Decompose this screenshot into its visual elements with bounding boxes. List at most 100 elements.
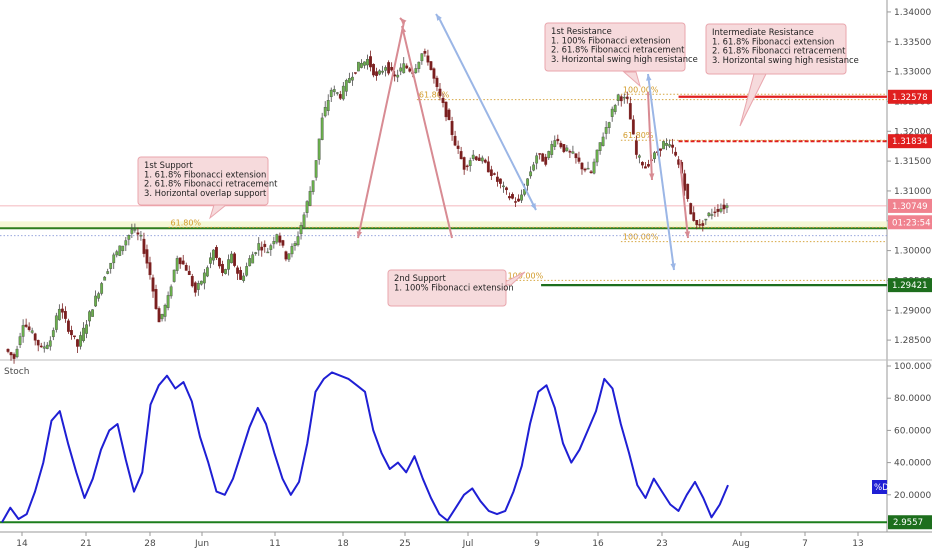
candle-body — [33, 333, 37, 341]
stoch-tick-label: 60.0000 — [894, 426, 931, 436]
price-tag-res1: 1.32578 — [888, 89, 932, 104]
candle-body — [405, 65, 409, 69]
candle-body — [163, 304, 167, 317]
annotation-line: 2. 61.8% Fibonacci retracement — [551, 45, 685, 55]
candle-body — [447, 109, 451, 121]
candle-body — [647, 164, 650, 167]
candle-body — [399, 67, 403, 72]
candle-body — [94, 295, 98, 307]
candle-body — [335, 92, 339, 94]
stoch-line — [1, 371, 729, 523]
fib-level-label: 100.00% — [508, 271, 544, 280]
fib-level-label: 100.00% — [623, 85, 659, 94]
candle-body — [275, 234, 279, 243]
candle-body — [514, 201, 517, 203]
candle-body — [230, 253, 233, 264]
time-tick-label: 9 — [534, 539, 540, 549]
price-tick-label: 1.34000 — [894, 8, 931, 18]
candle-body — [686, 183, 690, 199]
candle-body — [390, 67, 394, 71]
candle-body — [224, 269, 227, 274]
candle-body — [341, 85, 345, 100]
candle-body — [60, 308, 64, 313]
candle-body — [103, 276, 107, 281]
candle-body — [121, 245, 125, 252]
candle-body — [205, 267, 209, 277]
fib-arrow-2b-head — [436, 14, 442, 21]
candle-body — [483, 159, 487, 163]
candle-body — [76, 339, 79, 347]
stoch-tick-label: 80.0000 — [894, 394, 931, 404]
annotation-line: 2. 61.8% Fibonacci retracement — [144, 179, 278, 189]
price-tag-label: 01:23:54 — [892, 218, 931, 228]
candle-body — [172, 269, 176, 282]
candle-body — [130, 229, 134, 234]
candle-body — [70, 330, 73, 336]
time-tick-label: 28 — [144, 539, 156, 549]
candle-body — [429, 61, 433, 70]
stoch-series-tag — [872, 480, 887, 494]
candle-body — [613, 105, 617, 112]
candle-body — [480, 157, 484, 162]
candle-body — [438, 88, 442, 96]
price-tag-bg — [888, 89, 932, 104]
fib-arrow-1-head — [400, 26, 407, 33]
price-tick-label: 1.31000 — [894, 187, 931, 197]
candle-body — [67, 320, 70, 332]
candle-body — [148, 262, 152, 276]
candle-body — [553, 140, 557, 147]
candle-body — [344, 80, 348, 92]
candle-body — [692, 212, 696, 221]
candle-body — [320, 117, 324, 140]
candle-body — [559, 142, 563, 148]
candle-body — [372, 63, 375, 76]
price-tag-last: 1.30749 — [888, 198, 932, 213]
candle-body — [583, 168, 587, 171]
candle-body — [441, 97, 445, 103]
time-tick-label: 25 — [399, 539, 410, 549]
candle-body — [115, 251, 119, 256]
candle-body — [254, 252, 258, 254]
candle-body — [580, 162, 584, 170]
candle-body — [63, 310, 67, 319]
candle-body — [251, 254, 255, 264]
candle-body — [707, 212, 711, 217]
stoch-tick-label: 40.0000 — [894, 459, 931, 469]
candle-body — [417, 61, 421, 69]
candle-body — [329, 89, 333, 98]
candle-body — [725, 205, 729, 208]
candle-body — [290, 246, 294, 255]
candle-body — [323, 107, 327, 117]
candle-body — [369, 56, 372, 68]
candle-body — [631, 119, 635, 135]
candle-body — [408, 68, 412, 72]
candle-body — [695, 220, 699, 226]
candle-body — [701, 223, 705, 226]
fib-arrow-4 — [647, 91, 653, 181]
candle-body — [284, 251, 288, 260]
candle-body — [39, 345, 43, 348]
time-tick-label: 18 — [337, 539, 349, 549]
candle-body — [27, 326, 31, 330]
candle-body — [350, 76, 354, 81]
candle-body — [722, 204, 726, 210]
candle-body — [209, 257, 212, 264]
candle-body — [710, 214, 714, 216]
candle-body — [589, 171, 593, 173]
candle-body — [57, 308, 61, 321]
candle-body — [263, 243, 267, 248]
candle-body — [145, 249, 149, 264]
fib-level-label: 61.80% — [623, 131, 654, 140]
candle-body — [190, 275, 194, 287]
fib-arrow-5 — [679, 159, 689, 239]
candle-body — [577, 157, 581, 162]
projection-arrow-down — [357, 21, 405, 239]
time-tick-label: 16 — [592, 539, 604, 549]
candle-body — [529, 171, 533, 177]
candle-body — [257, 243, 261, 251]
candle-body — [486, 161, 490, 173]
candle-body — [154, 289, 158, 309]
candle-body — [151, 277, 155, 292]
